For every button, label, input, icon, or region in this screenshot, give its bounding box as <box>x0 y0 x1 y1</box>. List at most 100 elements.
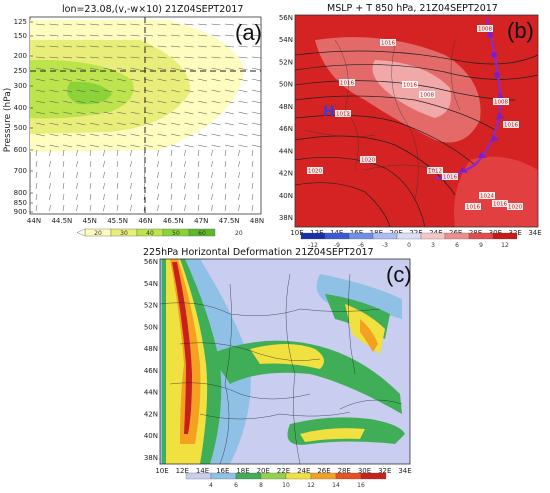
wind-vector <box>62 144 73 148</box>
wind-vector <box>89 133 100 137</box>
wind-vector <box>157 149 159 157</box>
wind-vector <box>116 193 119 201</box>
y-tick-label: 500 <box>14 124 27 132</box>
wind-vector <box>116 100 127 104</box>
y-tick-label: 700 <box>14 167 27 175</box>
wind-vector <box>197 144 208 148</box>
wind-vector <box>143 34 154 37</box>
wind-vector <box>49 89 59 93</box>
wind-vector <box>251 56 262 59</box>
wind-vector <box>211 193 213 201</box>
wind-vector <box>170 182 173 190</box>
wind-vector <box>224 100 235 104</box>
wind-vector <box>130 78 140 82</box>
wind-vector <box>238 122 248 126</box>
wind-vector <box>211 67 221 71</box>
isobar-label: 1016 <box>381 41 395 47</box>
wind-vector <box>76 133 86 137</box>
wind-vector <box>103 78 113 82</box>
wind-vector <box>49 149 51 157</box>
y-tick-label: 50N <box>144 323 158 331</box>
band-ne-orange <box>360 319 378 352</box>
x-tick-label: 47.5N <box>219 217 240 225</box>
wind-vector <box>211 100 221 104</box>
wind-vector <box>224 149 227 157</box>
wind-vector <box>238 193 240 201</box>
wind-vector <box>184 160 186 168</box>
isobar-label-bg <box>380 39 396 46</box>
y-tick-label: 850 <box>14 199 27 207</box>
wind-vector <box>238 89 248 93</box>
wind-vector <box>76 67 86 71</box>
y-tick-label: 56N <box>144 258 158 266</box>
wind-vector <box>35 122 46 126</box>
wind-vector <box>49 67 59 71</box>
wind-vector <box>184 100 194 104</box>
wind-vector <box>116 149 119 157</box>
colorbar-label: -6 <box>358 242 364 249</box>
wind-vector <box>35 78 46 82</box>
wind-vector <box>76 78 86 82</box>
isobar-label: 1016 <box>340 81 354 87</box>
wind-vector <box>157 122 167 126</box>
wind-vector <box>62 160 65 168</box>
wind-vector <box>170 89 181 93</box>
wind-vector <box>197 56 208 59</box>
wind-vector <box>197 45 208 48</box>
wind-vector <box>224 78 235 82</box>
wind-vector <box>35 144 46 148</box>
wind-vector <box>62 67 73 71</box>
wind-vector <box>184 89 194 93</box>
wind-vector <box>89 45 100 48</box>
wind-vector <box>157 111 167 115</box>
wind-vector <box>35 100 46 104</box>
colorbar-label: 4 <box>209 482 213 489</box>
x-tick-label: 18E <box>236 467 249 475</box>
wind-vector <box>238 111 248 115</box>
y-tick-label: 600 <box>14 146 27 154</box>
wind-vector <box>170 122 181 126</box>
isobar-label: 1020 <box>308 169 322 175</box>
x-tick-label: 30E <box>358 467 371 475</box>
isobar-label-bg <box>442 173 458 180</box>
wind-vector <box>49 122 59 126</box>
colorbar-swatch <box>468 232 494 240</box>
wind-vector <box>197 160 200 168</box>
isobar-label: 1012 <box>428 169 442 175</box>
wind-vector <box>130 182 132 190</box>
wind-vector <box>224 45 235 48</box>
wind-vector <box>116 144 127 148</box>
wind-vector <box>251 45 262 48</box>
wind-vector <box>197 34 208 37</box>
panel-a-title: lon=23.08,(v,-w×10) 21Z04SEPT2017 <box>62 4 244 15</box>
wind-vector <box>89 89 100 93</box>
wind-vector <box>62 171 65 179</box>
wind-vector <box>211 23 221 26</box>
wind-vector <box>89 204 92 212</box>
colorbar-swatch <box>360 472 387 480</box>
wind-vector <box>103 149 105 157</box>
colorbar-label: 20 <box>94 230 102 237</box>
wind-vector <box>62 133 73 137</box>
wind-vector <box>35 67 46 71</box>
colorbar-swatch <box>372 232 398 240</box>
wind-vector <box>103 160 105 168</box>
wind-vector <box>238 78 248 82</box>
colorbar-label: 6 <box>455 242 459 249</box>
wind-vector <box>211 133 221 137</box>
wind-vector <box>238 100 248 104</box>
wind-vector <box>238 45 248 48</box>
wind-vector <box>89 144 100 148</box>
y-tick-label: 400 <box>14 104 27 112</box>
isobar-label-bg <box>503 121 519 128</box>
wind-vector <box>170 100 181 104</box>
colorbar-swatch <box>285 472 312 480</box>
panel-a-colorbar: 20 30 40 50 60 20 <box>76 228 243 237</box>
wind-vector <box>157 144 167 148</box>
isobar-label: 1016 <box>504 123 518 129</box>
wind-vector <box>157 133 167 137</box>
wind-vector <box>170 111 181 115</box>
wind-vector <box>62 182 65 190</box>
wind-vector <box>89 34 100 37</box>
